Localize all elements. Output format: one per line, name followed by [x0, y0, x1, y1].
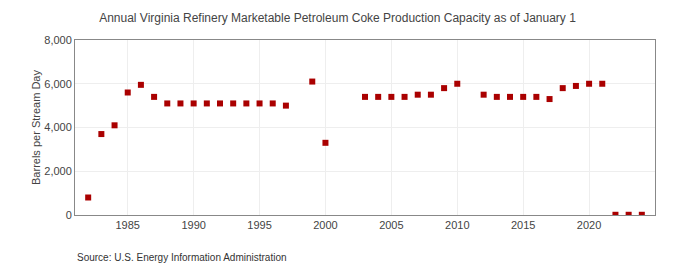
svg-text:2020: 2020 — [577, 219, 601, 231]
svg-text:Annual Virginia Refinery Marke: Annual Virginia Refinery Marketable Petr… — [99, 11, 576, 25]
svg-text:1995: 1995 — [247, 219, 271, 231]
svg-text:1985: 1985 — [115, 219, 139, 231]
svg-text:2010: 2010 — [445, 219, 469, 231]
svg-text:Barrels per Stream Day: Barrels per Stream Day — [30, 70, 42, 185]
svg-text:6,000: 6,000 — [44, 78, 72, 90]
svg-text:1990: 1990 — [181, 219, 205, 231]
svg-text:2,000: 2,000 — [44, 165, 72, 177]
svg-text:2015: 2015 — [511, 219, 535, 231]
svg-text:2000: 2000 — [313, 219, 337, 231]
svg-text:Source: U.S. Energy Informatio: Source: U.S. Energy Information Administ… — [77, 252, 287, 263]
svg-text:2005: 2005 — [379, 219, 403, 231]
svg-text:8,000: 8,000 — [44, 34, 72, 46]
svg-text:0: 0 — [66, 209, 72, 221]
svg-text:4,000: 4,000 — [44, 121, 72, 133]
